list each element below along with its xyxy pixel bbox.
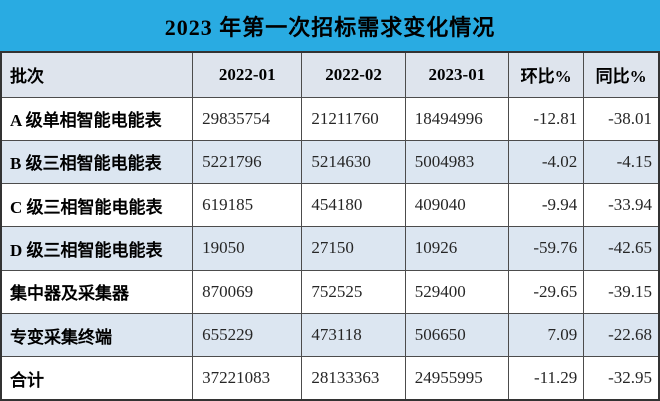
- value-cell: -22.68: [583, 312, 660, 358]
- table-row: B 级三相智能电能表 5221796 5214630 5004983 -4.02 -4.1…: [0, 139, 660, 185]
- column-header-yoy-pct: 同比%: [583, 51, 660, 98]
- value-cell: 752525: [301, 269, 406, 314]
- value-cell: 29835754: [192, 96, 303, 141]
- table-body: A 级单相智能电能表 29835754 21211760 18494996 -12.81…: [0, 96, 660, 401]
- value-cell: 5004983: [404, 139, 510, 185]
- row-label-cell: B 级三相智能电能表: [0, 139, 194, 185]
- table-row: 合计 37221083 28133363 24955995 -11.29 -32.95: [0, 356, 660, 401]
- value-cell: 5214630: [301, 139, 406, 185]
- demand-table: 批次 2022-01 2022-02 2023-01 环比% 同比% A 级单相…: [0, 51, 660, 401]
- value-cell: 870069: [192, 269, 303, 314]
- row-label-cell: D 级三相智能电能表: [0, 226, 194, 271]
- value-cell: 18494996: [404, 96, 510, 141]
- value-cell: 506650: [404, 312, 510, 358]
- value-cell: 19050: [192, 226, 303, 271]
- value-cell: 37221083: [192, 356, 303, 401]
- value-cell: -42.65: [583, 226, 660, 271]
- value-cell: -39.15: [583, 269, 660, 314]
- row-label-cell: 合计: [0, 356, 194, 401]
- value-cell: 529400: [404, 269, 510, 314]
- value-cell: 7.09: [508, 312, 585, 358]
- value-cell: 454180: [301, 183, 406, 228]
- column-header-batch: 批次: [0, 51, 194, 98]
- table-row: D 级三相智能电能表 19050 27150 10926 -59.76 -42.65: [0, 226, 660, 271]
- column-header-2023-01: 2023-01: [404, 51, 510, 98]
- value-cell: -33.94: [583, 183, 660, 228]
- row-label-cell: 集中器及采集器: [0, 269, 194, 314]
- value-cell: 27150: [301, 226, 406, 271]
- value-cell: 24955995: [404, 356, 510, 401]
- value-cell: 619185: [192, 183, 303, 228]
- column-header-mom-pct: 环比%: [508, 51, 585, 98]
- value-cell: -38.01: [583, 96, 660, 141]
- value-cell: -12.81: [508, 96, 585, 141]
- table-row: 专变采集终端 655229 473118 506650 7.09 -22.68: [0, 312, 660, 358]
- value-cell: 10926: [404, 226, 510, 271]
- value-cell: 409040: [404, 183, 510, 228]
- value-cell: -4.02: [508, 139, 585, 185]
- header-row: 批次 2022-01 2022-02 2023-01 环比% 同比%: [0, 51, 660, 98]
- row-label-cell: A 级单相智能电能表: [0, 96, 194, 141]
- value-cell: -4.15: [583, 139, 660, 185]
- value-cell: 473118: [301, 312, 406, 358]
- column-header-2022-01: 2022-01: [192, 51, 303, 98]
- table-row: A 级单相智能电能表 29835754 21211760 18494996 -12.81…: [0, 96, 660, 141]
- value-cell: -29.65: [508, 269, 585, 314]
- value-cell: -32.95: [583, 356, 660, 401]
- column-header-2022-02: 2022-02: [301, 51, 406, 98]
- value-cell: -9.94: [508, 183, 585, 228]
- value-cell: 21211760: [301, 96, 406, 141]
- value-cell: -59.76: [508, 226, 585, 271]
- row-label-cell: C 级三相智能电能表: [0, 183, 194, 228]
- page-title: 2023 年第一次招标需求变化情况: [164, 14, 496, 40]
- row-label-cell: 专变采集终端: [0, 312, 194, 358]
- table-row: C 级三相智能电能表 619185 454180 409040 -9.94 -33.94: [0, 183, 660, 228]
- value-cell: -11.29: [508, 356, 585, 401]
- value-cell: 28133363: [301, 356, 406, 401]
- title-bar: 2023 年第一次招标需求变化情况: [0, 0, 660, 51]
- value-cell: 655229: [192, 312, 303, 358]
- value-cell: 5221796: [192, 139, 303, 185]
- table-row: 集中器及采集器 870069 752525 529400 -29.65 -39.15: [0, 269, 660, 314]
